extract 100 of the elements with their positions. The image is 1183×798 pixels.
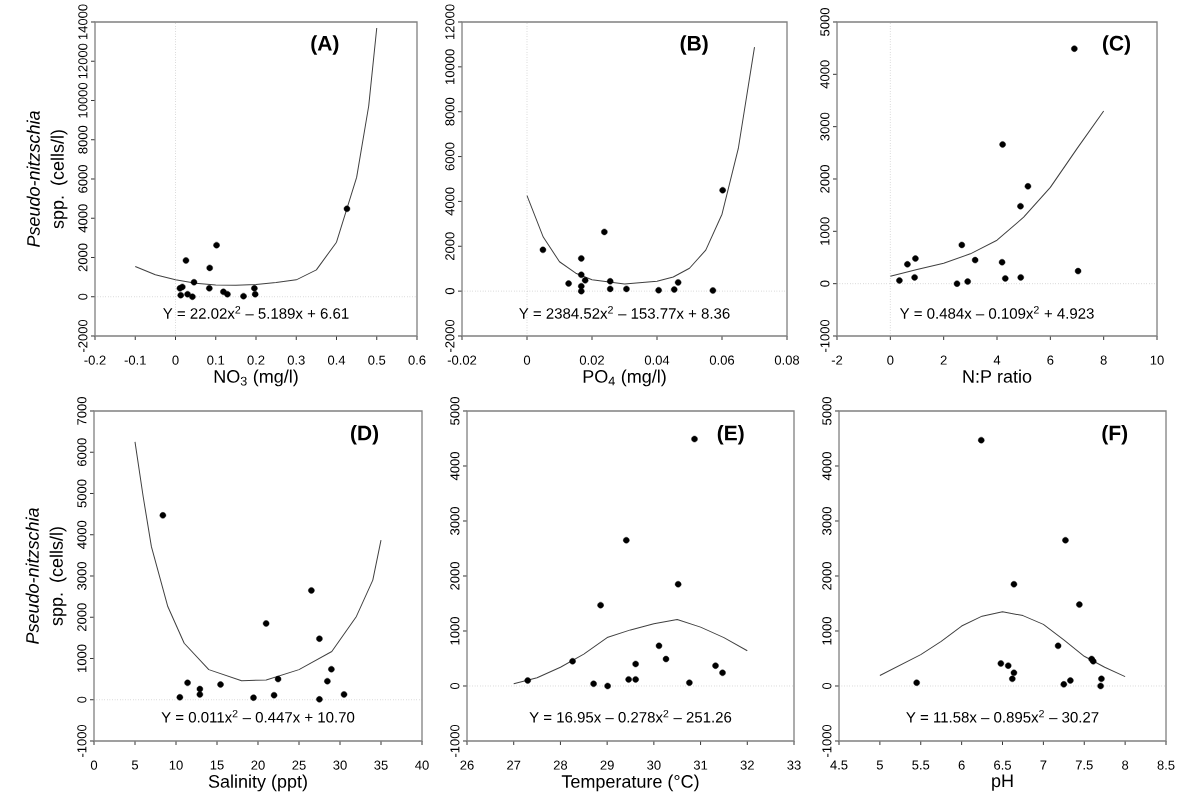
- x-tick-label: 27: [507, 760, 521, 770]
- annotation: Y = 0.011x$^{2}$ – 0.447x + 10.70: [161, 709, 355, 723]
- y-tick-label: 0: [450, 682, 460, 690]
- y-tick-label: -2000: [78, 319, 88, 353]
- x-tick-label: 7.5: [1075, 760, 1093, 770]
- x-tick-label: 0.04: [644, 355, 670, 365]
- x-tick-label: 2: [940, 355, 947, 365]
- x-tick-label: 30: [333, 760, 347, 770]
- y-tick-label: 0: [445, 288, 455, 295]
- y-tick-label: 10000: [78, 82, 88, 118]
- x-tick-label: 7: [1040, 760, 1047, 770]
- x-axis-title: NO$_{3}$ (mg/l): [214, 369, 298, 387]
- y-tick-label: 4000: [445, 187, 455, 216]
- y-tick-label: 2000: [822, 562, 832, 590]
- x-tick-label: 0.02: [579, 355, 604, 365]
- y-tick-label: 3000: [450, 507, 460, 535]
- x-tick-label: 0: [887, 355, 894, 365]
- x-tick-label: -0.02: [447, 355, 477, 365]
- x-tick-label: 10: [169, 760, 183, 770]
- y-axis-title: Pseudo-nitzschia spp. (cells/l): [25, 508, 67, 644]
- x-axis-title: pH: [992, 774, 1013, 791]
- y-tick-label: 4000: [820, 60, 830, 89]
- text: (B): [680, 35, 708, 55]
- x-tick-label: 31: [693, 760, 708, 770]
- x-tick-label: 40: [415, 760, 429, 770]
- y-tick-label: 3000: [820, 112, 830, 141]
- x-tick-label: 0.4: [327, 355, 346, 365]
- x-axis-title: N:P ratio: [963, 369, 1032, 383]
- x-tick-label: -2: [831, 355, 843, 365]
- x-tick-label: 0.3: [287, 355, 305, 365]
- text: (D): [351, 425, 379, 445]
- x-tick-label: 8: [1122, 760, 1129, 770]
- y-tick-label: 1000: [822, 617, 832, 645]
- x-tick-label: 0.1: [207, 355, 225, 365]
- y-tick-label: 4000: [77, 520, 87, 549]
- x-tick-label: -0.2: [84, 355, 106, 365]
- y-tick-label: 12000: [78, 43, 88, 79]
- x-tick-label: 5.5: [912, 760, 930, 770]
- y-tick-label: 2000: [77, 603, 87, 632]
- y-tick-label: 5000: [450, 397, 460, 425]
- y-tick-label: 3000: [822, 507, 832, 535]
- x-tick-label: 0.2: [247, 355, 265, 365]
- x-tick-label: 8.5: [1157, 760, 1175, 770]
- y-tick-label: 1000: [820, 217, 830, 245]
- x-tick-label: -0.1: [124, 355, 146, 365]
- x-tick-label: 15: [210, 760, 224, 770]
- y-tick-label: -2000: [445, 319, 455, 353]
- x-tick-label: 4.5: [830, 760, 848, 770]
- x-axis-title: Temperature (°C): [561, 774, 699, 792]
- y-tick-label: -1000: [822, 724, 832, 758]
- x-tick-label: 0: [172, 355, 179, 365]
- text: (F): [1102, 425, 1128, 445]
- x-tick-label: 8: [1100, 355, 1107, 365]
- y-tick-label: 14000: [78, 4, 88, 40]
- x-tick-label: 33: [787, 760, 801, 770]
- y-tick-label: 6000: [77, 438, 87, 467]
- y-tick-label: 12000: [445, 4, 455, 40]
- y-tick-label: 2000: [820, 165, 830, 193]
- x-tick-label: 6: [958, 760, 965, 770]
- x-tick-label: 10: [1150, 355, 1164, 365]
- y-axis-title: Pseudo-nitzschia spp. (cells/l): [26, 111, 68, 247]
- annotation: Y = 2384.52x$^{2}$ – 153.77x + 8.36: [519, 306, 730, 319]
- x-tick-label: 0.6: [408, 355, 426, 365]
- y-tick-label: 8000: [78, 125, 88, 154]
- x-tick-label: 5: [876, 760, 883, 770]
- y-tick-label: 8000: [445, 97, 455, 126]
- x-tick-label: 26: [460, 760, 474, 770]
- text: (E): [717, 425, 744, 445]
- y-tick-label: 4000: [78, 204, 88, 233]
- text: (C): [1102, 35, 1131, 55]
- y-tick-label: 5000: [77, 479, 87, 508]
- annotation: Y = 16.95x – 0.278x$^{2}$ – 251.26: [529, 709, 732, 723]
- x-tick-label: 25: [292, 760, 306, 770]
- x-tick-label: 5: [131, 760, 139, 770]
- x-axis-title: Salinity (ppt): [208, 774, 307, 792]
- y-tick-label: 2000: [450, 562, 460, 590]
- x-tick-label: 4: [993, 355, 1001, 365]
- y-tick-label: 1000: [77, 644, 87, 672]
- y-tick-label: 2000: [445, 232, 455, 261]
- x-tick-label: 6.5: [994, 760, 1011, 770]
- y-tick-label: -1000: [77, 724, 87, 758]
- y-tick-label: 6000: [78, 165, 88, 193]
- x-tick-label: 28: [553, 760, 568, 770]
- x-tick-label: 0: [523, 355, 531, 365]
- annotation: Y = 0.484x – 0.109x$^{2}$ + 4.923: [899, 306, 1094, 319]
- y-tick-label: 6000: [445, 142, 455, 171]
- y-tick-label: 2000: [78, 243, 88, 272]
- x-tick-label: 0.5: [368, 355, 386, 365]
- y-tick-label: 0: [822, 682, 832, 690]
- x-tick-label: 35: [374, 760, 388, 770]
- x-tick-label: 29: [600, 760, 614, 770]
- y-tick-label: 4000: [822, 452, 832, 481]
- x-tick-label: 0: [90, 760, 98, 770]
- x-tick-label: 0.06: [709, 355, 735, 365]
- annotation: Y = 22.02x$^{2}$ – 5.189x + 6.61: [163, 306, 349, 319]
- y-tick-label: 3000: [77, 562, 87, 590]
- x-tick-label: 20: [251, 760, 265, 770]
- x-tick-label: 32: [740, 760, 754, 770]
- text: (A): [311, 35, 339, 55]
- x-tick-label: 30: [647, 760, 661, 770]
